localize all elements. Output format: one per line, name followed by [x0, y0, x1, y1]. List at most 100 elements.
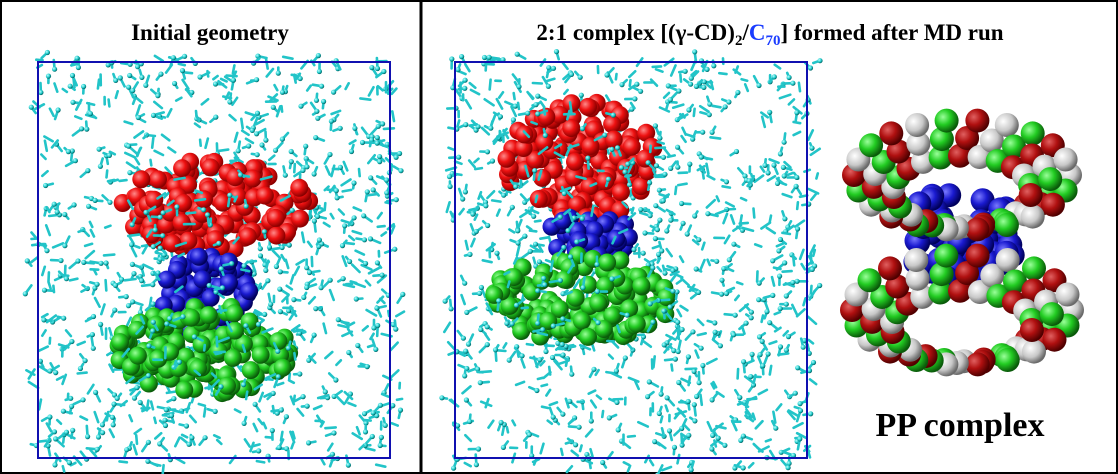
water-atom — [171, 396, 177, 402]
water-bond — [252, 311, 261, 316]
water-atom — [765, 351, 771, 357]
water-atom — [348, 148, 355, 155]
atom — [515, 125, 534, 144]
water-atom — [786, 74, 792, 81]
water-bond — [108, 428, 115, 439]
water-bond — [467, 159, 477, 169]
water-atom — [719, 277, 725, 283]
water-atom — [462, 77, 468, 83]
water-atom — [726, 257, 732, 263]
water-atom — [397, 407, 404, 413]
water-bond — [246, 259, 258, 264]
water-bond — [739, 196, 748, 202]
water-bond — [265, 67, 275, 78]
water-bond — [141, 406, 151, 413]
water-bond — [775, 242, 785, 248]
water-atom — [532, 241, 539, 247]
water-atom — [127, 61, 133, 67]
water-bond — [312, 404, 323, 411]
water-atom — [817, 282, 823, 289]
water-atom — [80, 397, 86, 403]
water-bond — [447, 146, 455, 151]
water-bond — [495, 97, 504, 110]
water-atom — [218, 266, 224, 272]
water-bond — [806, 129, 815, 142]
atom — [632, 177, 651, 196]
atom — [128, 320, 146, 339]
water-bond — [34, 58, 44, 62]
water-atom — [715, 435, 721, 441]
water-bond — [306, 240, 313, 248]
water-bond — [241, 343, 247, 354]
water-atom — [609, 146, 615, 152]
water-atom — [131, 271, 137, 277]
water-bond — [133, 130, 145, 139]
water-atom — [477, 380, 483, 386]
water-atom — [485, 222, 491, 229]
water-bond — [470, 237, 476, 248]
water-bond — [394, 310, 406, 318]
water-bond — [366, 343, 376, 349]
water-bond — [503, 270, 511, 276]
water-bond — [706, 258, 712, 267]
water-bond — [105, 169, 109, 179]
water-bond — [324, 165, 332, 176]
atom — [163, 234, 182, 253]
water-atom — [473, 228, 479, 235]
water-atom — [701, 84, 707, 90]
water-atom — [390, 403, 396, 409]
water-atom — [218, 384, 224, 390]
water-atom — [771, 74, 777, 80]
water-atom — [691, 402, 697, 408]
water-atom — [698, 345, 704, 351]
water-bond — [725, 286, 736, 293]
water-atom — [397, 150, 403, 157]
atom — [564, 168, 583, 187]
water-bond — [473, 213, 479, 221]
water-bond — [145, 228, 153, 238]
atom — [238, 227, 257, 246]
water-atom — [540, 327, 546, 333]
water-atom — [774, 180, 781, 186]
water-atom — [377, 154, 383, 160]
water-bond — [747, 461, 755, 469]
water-bond — [287, 372, 292, 381]
water-atom — [661, 308, 667, 314]
water-atom — [664, 228, 670, 234]
water-atom — [650, 265, 656, 271]
water-atom — [369, 65, 375, 71]
water-bond — [257, 417, 264, 426]
water-atom — [475, 446, 482, 452]
water-bond — [61, 464, 66, 473]
water-bond — [630, 206, 635, 215]
water-bond — [691, 238, 700, 246]
water-atom — [463, 122, 469, 128]
water-atom — [67, 83, 73, 89]
water-bond — [284, 258, 290, 270]
water-atom — [569, 371, 575, 377]
water-bond — [714, 208, 728, 216]
water-bond — [589, 447, 594, 458]
atom — [1039, 302, 1064, 327]
water-atom — [737, 394, 743, 401]
water-atom — [53, 436, 59, 442]
water-bond — [665, 102, 670, 111]
water-bond — [786, 171, 795, 177]
water-bond — [233, 195, 239, 203]
water-atom — [750, 382, 757, 388]
water-atom — [705, 211, 711, 217]
water-bond — [665, 208, 676, 216]
water-bond — [152, 270, 161, 282]
atom — [568, 195, 587, 214]
water-bond — [802, 296, 807, 307]
water-bond — [809, 147, 822, 157]
water-atom — [797, 401, 803, 407]
water-bond — [534, 194, 539, 204]
water-bond — [197, 402, 207, 408]
water-atom — [261, 229, 267, 235]
water-atom — [53, 370, 59, 376]
water-atom — [63, 276, 69, 282]
atom — [218, 376, 236, 395]
water-atom — [79, 126, 85, 132]
